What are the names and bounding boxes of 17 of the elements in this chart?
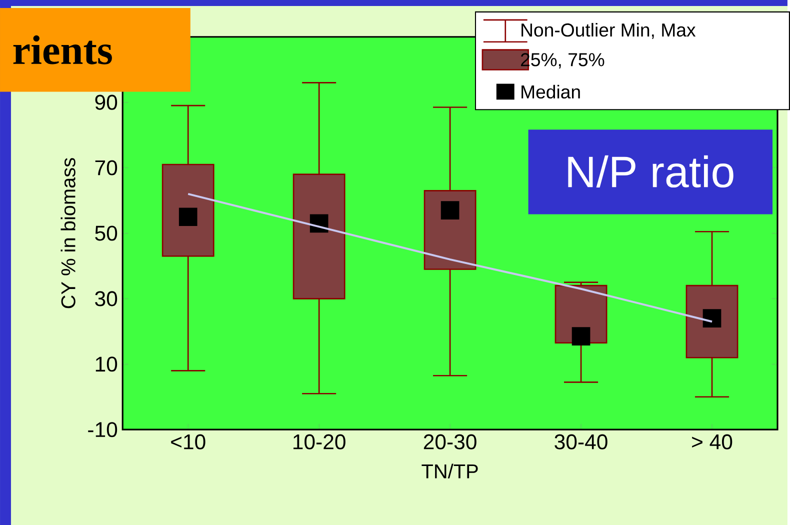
x-tick-label: > 40	[692, 434, 732, 450]
x-tick-label: 10-20	[294, 434, 346, 450]
x-tick-label: 30-40	[554, 434, 608, 450]
x-tick-label: 20-30	[424, 434, 476, 450]
y-tick-label: 30	[95, 291, 118, 306]
y-tick-label: 90	[95, 94, 118, 110]
annotation: Median	[522, 84, 580, 98]
x-axis-title: TN/TP	[422, 464, 478, 478]
chart-title: rients	[13, 35, 112, 64]
annotation: Non-Outlier Min, Max	[522, 22, 696, 39]
y-tick-label: 50	[95, 226, 118, 241]
y-axis-title: CY % in biomass	[60, 158, 76, 308]
y-tick-label: -10	[88, 422, 118, 437]
annotation: N/P ratio	[568, 155, 734, 188]
y-tick-label: 10	[96, 356, 118, 372]
y-tick-label: 70	[95, 160, 118, 176]
x-tick-label: <10	[171, 434, 206, 450]
